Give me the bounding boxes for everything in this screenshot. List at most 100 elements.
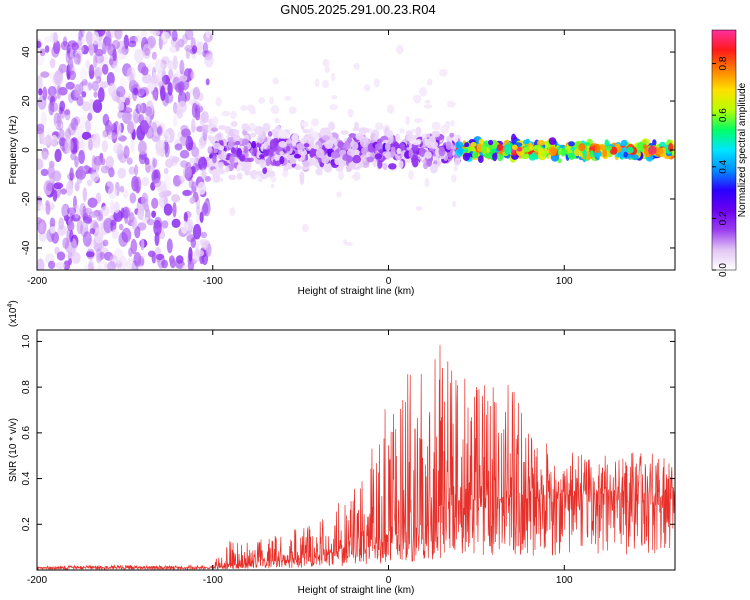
spectrogram-cell xyxy=(161,220,169,229)
spectrogram-cell xyxy=(70,152,77,161)
spectrogram-cell xyxy=(87,112,93,122)
spectrogram-cell xyxy=(78,30,83,41)
spectrogram-cell xyxy=(180,124,189,133)
spectrogram-cell xyxy=(190,71,195,80)
spectrogram-cell xyxy=(146,35,157,49)
spectrogram-cell xyxy=(408,148,413,159)
spectrogram-cell xyxy=(424,138,430,146)
y-tick-label: 0.6 xyxy=(21,425,32,439)
spectrogram-cell xyxy=(632,154,639,161)
spectrogram-cell xyxy=(351,174,361,180)
spectrogram-cell xyxy=(177,100,187,114)
spectrogram-cell xyxy=(413,118,423,124)
spectrogram-cell xyxy=(243,127,252,132)
x-tick-label: -200 xyxy=(27,276,47,287)
spectrogram-cell xyxy=(141,192,149,208)
spectrogram-cell xyxy=(129,35,138,44)
spectrogram-cell xyxy=(212,154,217,164)
spectrogram-cell xyxy=(303,143,310,148)
spectrogram-cell xyxy=(301,224,309,232)
spectrogram-cell xyxy=(361,161,370,168)
spectrogram-cell xyxy=(83,212,89,221)
spectrogram-cell xyxy=(58,217,64,230)
spectrogram-cell xyxy=(171,218,181,228)
spectrogram-cell xyxy=(88,138,93,151)
spectrogram-cell xyxy=(187,218,194,231)
spectrogram-cell xyxy=(195,249,205,257)
spectrogram-cell xyxy=(126,157,133,165)
spectrogram-cell xyxy=(262,142,268,150)
spectrogram-cell xyxy=(98,209,103,220)
spectrogram-cell xyxy=(396,44,404,55)
spectrogram-cell xyxy=(415,126,422,136)
spectrogram-cell xyxy=(201,170,207,178)
spectrogram-cell xyxy=(106,72,115,86)
spectrogram-cell xyxy=(151,197,159,209)
spectrogram-cell xyxy=(132,87,138,102)
spectrogram-cell xyxy=(334,157,341,166)
spectrogram-cell xyxy=(74,156,79,168)
spectrogram-cell xyxy=(589,150,594,158)
spectrogram-cell xyxy=(204,175,211,182)
spectrogram-cell xyxy=(321,135,331,141)
spectrogram-cell xyxy=(81,142,87,153)
spectrogram-cell xyxy=(523,139,529,145)
spectrogram-cell xyxy=(455,141,464,149)
spectrogram-cell xyxy=(215,96,222,107)
spectrogram-cell xyxy=(211,169,221,178)
spectrogram-cell xyxy=(284,96,292,101)
spectrogram-cell xyxy=(423,104,433,109)
spectrogram-cell xyxy=(73,53,81,65)
spectrogram-cell xyxy=(262,122,271,133)
spectrogram-cell xyxy=(141,176,150,187)
spectrogram-cell xyxy=(141,73,152,84)
spectrogram-cell xyxy=(279,156,285,165)
spectrogram-cell xyxy=(87,259,95,270)
spectrogram-cell xyxy=(74,125,84,138)
spectrogram-cell xyxy=(37,258,45,270)
spectrogram-cell xyxy=(523,146,530,153)
spectrogram-cell xyxy=(218,125,227,130)
spectrogram-cell xyxy=(497,144,504,152)
spectrogram-cell xyxy=(147,218,155,226)
spectrogram-cell xyxy=(430,141,439,149)
spectrogram-cell xyxy=(424,151,432,159)
spectrogram-cell xyxy=(396,148,402,155)
spectrogram-cell xyxy=(270,183,275,188)
spectrogram-cell xyxy=(60,109,66,119)
spectrogram-cell xyxy=(301,121,309,128)
spectrogram-cell xyxy=(67,220,75,232)
spectrogram-cell xyxy=(118,223,124,231)
spectrogram-cell xyxy=(266,170,276,178)
spectrogram-cell xyxy=(330,151,339,159)
spectrogram-cell xyxy=(123,208,129,224)
spectrogram-cell xyxy=(198,156,208,171)
spectrogram-cell xyxy=(537,139,545,146)
spectrogram-cell xyxy=(85,31,94,45)
spectrogram-cell xyxy=(173,175,182,187)
spectrogram-cell xyxy=(87,197,98,208)
spectrogram-cell xyxy=(259,154,265,159)
spectrogram-cell xyxy=(516,147,523,152)
spectrogram-cell xyxy=(137,101,143,114)
spectrogram-cell xyxy=(82,163,90,172)
spectrogram-cell xyxy=(314,78,320,88)
spectrogram-cell xyxy=(233,129,240,136)
spectrogram-y-label: Frequency (Hz) xyxy=(8,116,19,185)
spectrogram-cell xyxy=(452,134,459,143)
spectrogram-cell xyxy=(257,134,265,144)
x-tick-label: -200 xyxy=(27,575,47,586)
spectrogram-cell xyxy=(49,226,56,234)
spectrogram-cell xyxy=(385,150,391,160)
spectrogram-cell xyxy=(102,113,110,126)
spectrogram-cell xyxy=(315,148,325,159)
spectrogram-cell xyxy=(203,35,211,50)
spectrogram-cell xyxy=(158,191,167,198)
spectrogram-cell xyxy=(424,177,430,188)
spectrogram-cell xyxy=(91,31,100,45)
y-tick-label: 20 xyxy=(21,95,32,107)
spectrogram-x-ticks: -200 -100 0 100 xyxy=(27,30,573,287)
spectrogram-cell xyxy=(151,51,157,60)
colorbar-scale xyxy=(711,29,737,271)
